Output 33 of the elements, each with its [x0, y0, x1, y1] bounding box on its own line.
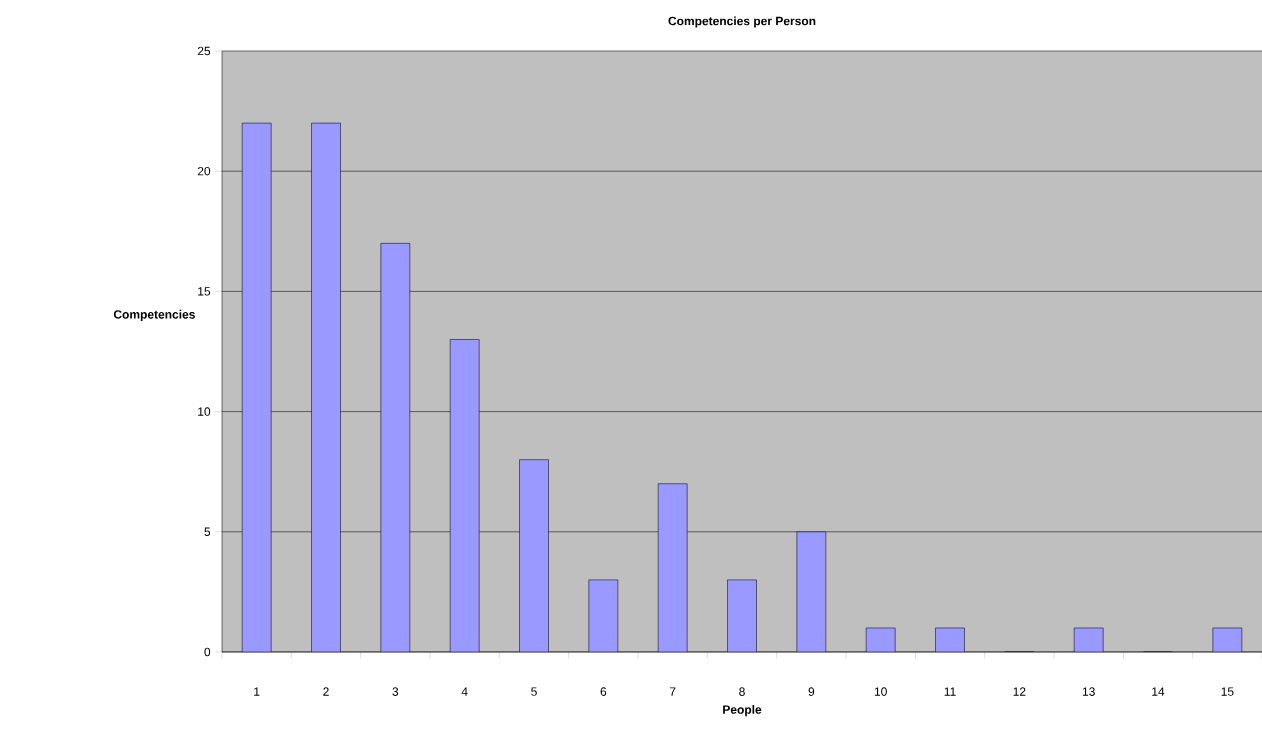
bar — [311, 122, 341, 652]
bar — [796, 531, 827, 652]
bar — [657, 483, 688, 652]
x-tick-label: 7 — [669, 687, 676, 696]
bar — [449, 339, 480, 652]
y-tick-label: 0 — [204, 647, 211, 657]
bar — [380, 243, 411, 652]
y-tick-label: 20 — [197, 166, 211, 176]
x-tick-label: 13 — [1082, 687, 1095, 696]
bar — [241, 122, 272, 652]
x-tick-label: 6 — [600, 687, 607, 696]
y-tick-label: 25 — [197, 46, 211, 56]
x-tick-label: 14 — [1152, 687, 1165, 696]
x-tick-label: 2 — [323, 687, 329, 696]
chart-title: Competencies per Person — [668, 16, 816, 28]
x-tick-label: 3 — [392, 687, 399, 696]
x-tick-label: 15 — [1221, 687, 1234, 696]
bar — [519, 459, 549, 652]
x-tick-label: 11 — [944, 687, 956, 696]
y-axis-title: Competencies — [113, 309, 195, 322]
x-axis-title: People — [723, 705, 762, 717]
x-tick-label: 5 — [531, 687, 537, 696]
bar — [727, 579, 757, 652]
y-tick-label: 5 — [204, 527, 211, 536]
x-tick-label: 8 — [739, 687, 745, 696]
x-tick-label: 1 — [254, 687, 260, 696]
y-tick-label: 15 — [198, 287, 211, 296]
y-tick-label: 10 — [198, 407, 211, 416]
x-tick-label: 9 — [808, 687, 815, 696]
x-tick-label: 10 — [874, 687, 887, 696]
x-tick-label: 4 — [461, 687, 468, 696]
x-tick-label: 12 — [1013, 687, 1026, 696]
bar — [588, 579, 619, 652]
